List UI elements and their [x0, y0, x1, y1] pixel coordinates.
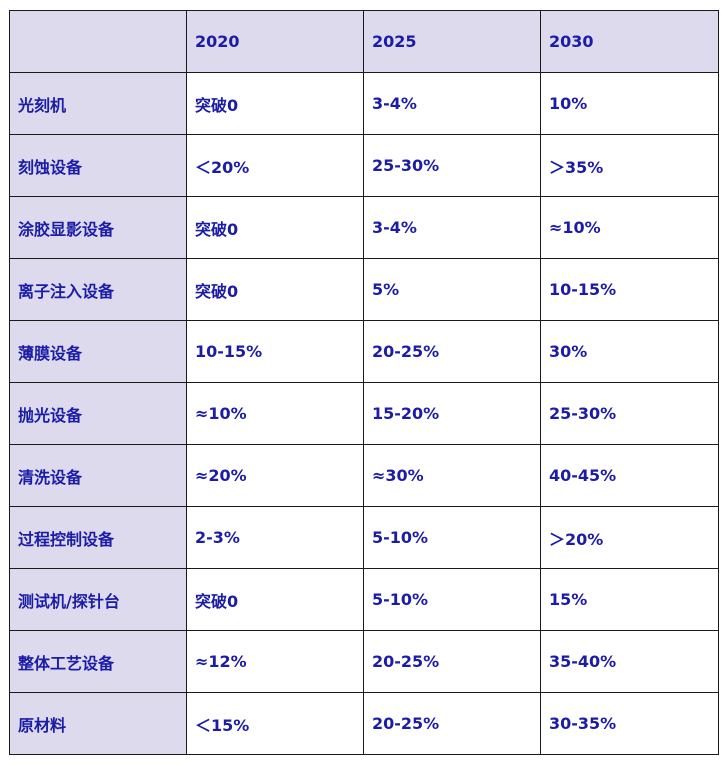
localization-rate-table: 2020 2025 2030 光刻机 突破0 3-4% 10% 刻蚀设备 ＜20… [9, 10, 719, 755]
table-row: 测试机/探针台 突破0 5-10% 15% [9, 568, 719, 631]
row-label: 清洗设备 [9, 444, 187, 507]
cell-2020: ＜15% [186, 692, 364, 755]
table-row: 清洗设备 ≈20% ≈30% 40-45% [9, 444, 719, 507]
row-label: 薄膜设备 [9, 320, 187, 383]
row-label: 离子注入设备 [9, 258, 187, 321]
header-corner [9, 10, 187, 73]
cell-2020: 突破0 [186, 258, 364, 321]
cell-2020: 2-3% [186, 506, 364, 569]
table-row: 涂胶显影设备 突破0 3-4% ≈10% [9, 196, 719, 259]
cell-2025: 3-4% [363, 72, 541, 135]
cell-2030: ＞35% [540, 134, 719, 197]
header-year: 2025 [363, 10, 541, 73]
row-label: 原材料 [9, 692, 187, 755]
cell-2020: ≈20% [186, 444, 364, 507]
cell-2030: 40-45% [540, 444, 719, 507]
row-label: 抛光设备 [9, 382, 187, 445]
table-row: 抛光设备 ≈10% 15-20% 25-30% [9, 382, 719, 445]
cell-2025: ≈30% [363, 444, 541, 507]
row-label: 测试机/探针台 [9, 568, 187, 631]
cell-2025: 20-25% [363, 320, 541, 383]
cell-2025: 20-25% [363, 692, 541, 755]
cell-2020: 突破0 [186, 568, 364, 631]
cell-2030: 15% [540, 568, 719, 631]
row-label: 光刻机 [9, 72, 187, 135]
row-label: 刻蚀设备 [9, 134, 187, 197]
table-row: 整体工艺设备 ≈12% 20-25% 35-40% [9, 630, 719, 693]
table-container: 2020 2025 2030 光刻机 突破0 3-4% 10% 刻蚀设备 ＜20… [9, 10, 719, 755]
cell-2030: 25-30% [540, 382, 719, 445]
cell-2020: 突破0 [186, 196, 364, 259]
cell-2020: ≈12% [186, 630, 364, 693]
cell-2025: 5-10% [363, 568, 541, 631]
header-year: 2020 [186, 10, 364, 73]
cell-2030: 35-40% [540, 630, 719, 693]
row-label: 整体工艺设备 [9, 630, 187, 693]
cell-2030: ＞20% [540, 506, 719, 569]
header-row: 2020 2025 2030 [9, 10, 719, 73]
cell-2030: 10% [540, 72, 719, 135]
cell-2020: 10-15% [186, 320, 364, 383]
table-row: 光刻机 突破0 3-4% 10% [9, 72, 719, 135]
cell-2030: 30% [540, 320, 719, 383]
cell-2020: 突破0 [186, 72, 364, 135]
row-label: 过程控制设备 [9, 506, 187, 569]
cell-2030: 10-15% [540, 258, 719, 321]
table-row: 薄膜设备 10-15% 20-25% 30% [9, 320, 719, 383]
cell-2030: ≈10% [540, 196, 719, 259]
header-year: 2030 [540, 10, 719, 73]
cell-2025: 25-30% [363, 134, 541, 197]
cell-2030: 30-35% [540, 692, 719, 755]
cell-2025: 15-20% [363, 382, 541, 445]
cell-2025: 3-4% [363, 196, 541, 259]
table-row: 过程控制设备 2-3% 5-10% ＞20% [9, 506, 719, 569]
cell-2020: ＜20% [186, 134, 364, 197]
table-row: 离子注入设备 突破0 5% 10-15% [9, 258, 719, 321]
table-row: 原材料 ＜15% 20-25% 30-35% [9, 692, 719, 755]
cell-2020: ≈10% [186, 382, 364, 445]
cell-2025: 5% [363, 258, 541, 321]
cell-2025: 20-25% [363, 630, 541, 693]
table-row: 刻蚀设备 ＜20% 25-30% ＞35% [9, 134, 719, 197]
row-label: 涂胶显影设备 [9, 196, 187, 259]
cell-2025: 5-10% [363, 506, 541, 569]
